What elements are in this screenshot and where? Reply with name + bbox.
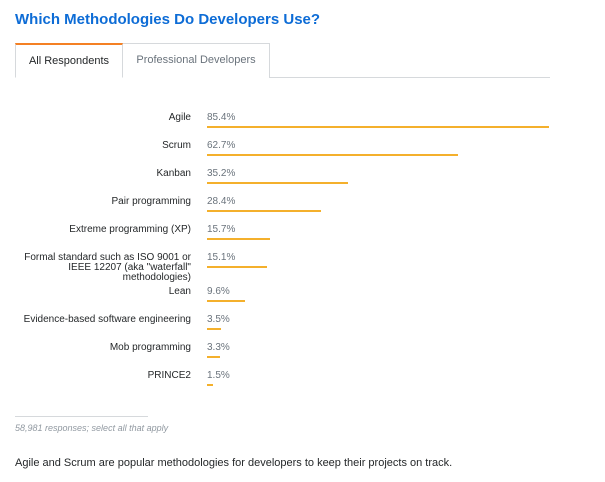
bar [207, 126, 549, 128]
tab-professional-developers[interactable]: Professional Developers [123, 43, 270, 78]
bar-label: Mob programming [109, 342, 191, 353]
bar [207, 238, 270, 240]
bar-value-label: 15.1% [207, 252, 236, 263]
bar [207, 384, 213, 386]
bar-value-label: 62.7% [207, 140, 236, 151]
tab-all-respondents[interactable]: All Respondents [15, 43, 123, 78]
bar-label: Agile [168, 112, 191, 123]
tab-bar: All Respondents Professional Developers [15, 43, 550, 78]
footnote-divider [15, 416, 148, 417]
bar [207, 154, 459, 156]
bar-label: Formal standard such as ISO 9001 or IEEE… [24, 252, 191, 283]
bar [207, 356, 221, 358]
bar-value-label: 15.7% [207, 224, 236, 235]
bar-value-label: 28.4% [207, 196, 236, 207]
bar-label: PRINCE2 [147, 370, 191, 381]
page-title: Which Methodologies Do Developers Use? [15, 11, 321, 28]
bar-value-label: 3.5% [207, 314, 230, 325]
bar-label: Lean [168, 286, 191, 297]
bar [207, 328, 222, 330]
bar-value-label: 85.4% [207, 112, 236, 123]
bar-value-label: 9.6% [207, 286, 230, 297]
bar [207, 300, 246, 302]
response-count-note: 58,981 responses; select all that apply [15, 423, 169, 433]
bar-label: Extreme programming (XP) [69, 224, 191, 235]
bar-value-label: 3.3% [207, 342, 230, 353]
bar-value-label: 35.2% [207, 168, 236, 179]
bar-label: Kanban [156, 168, 191, 179]
bar [207, 210, 321, 212]
bar-label: Evidence-based software engineering [23, 314, 191, 325]
bar [207, 266, 268, 268]
bar [207, 182, 348, 184]
bar-label: Scrum [162, 140, 191, 151]
bar-value-label: 1.5% [207, 370, 230, 381]
summary-text: Agile and Scrum are popular methodologie… [15, 457, 453, 469]
bar-label: Pair programming [111, 196, 191, 207]
